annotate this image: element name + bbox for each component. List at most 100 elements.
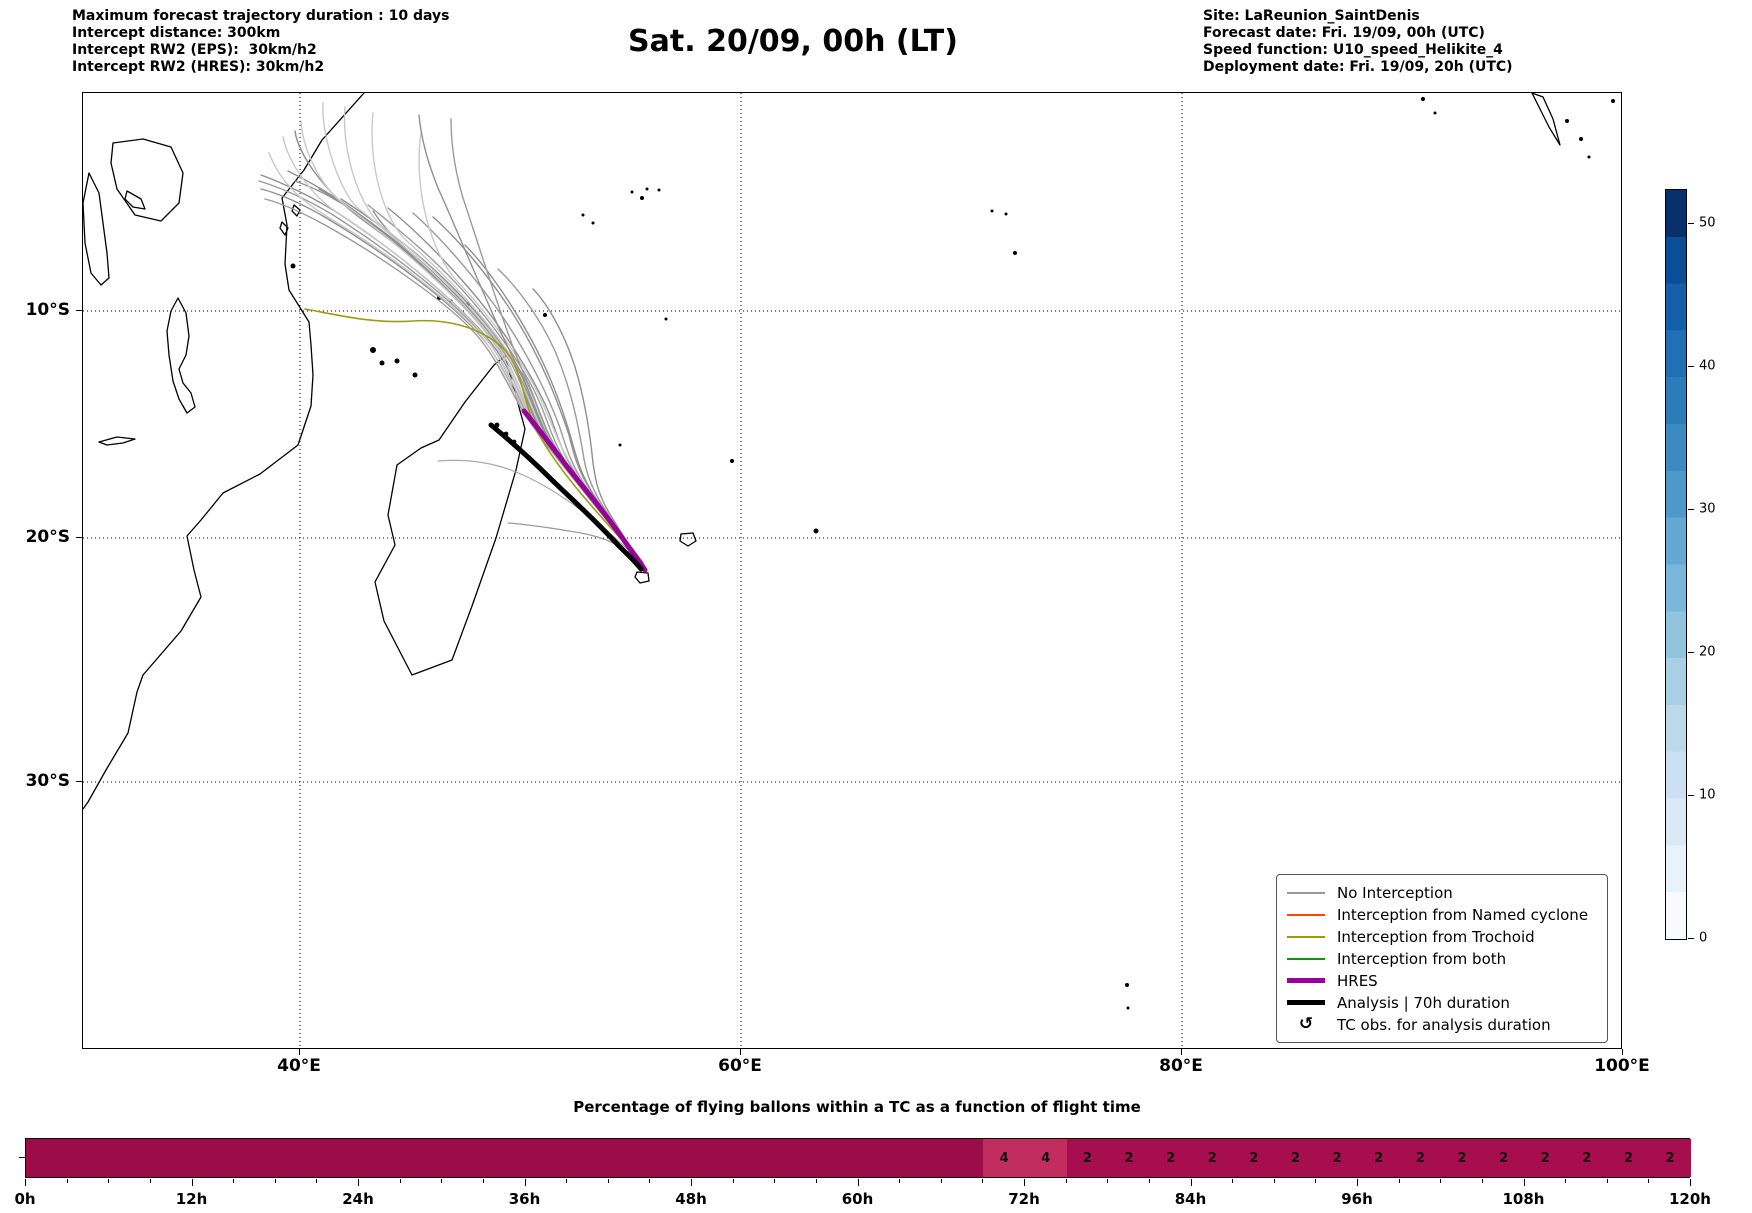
flight-time-minor-tick	[1648, 1179, 1650, 1183]
legend-label: Analysis | 70h duration	[1337, 993, 1510, 1012]
flight-time-bar: 4 4 2 2 2 2 2 2 2 2 2 2 2 2 2 2 2	[25, 1138, 1691, 1178]
flight-time-tick-label: 108h	[1502, 1190, 1545, 1208]
flight-time-major-tick	[1024, 1179, 1026, 1186]
bar-segment: 2	[1191, 1139, 1234, 1177]
ensemble-trajectory	[268, 152, 643, 564]
flight-time-minor-tick	[899, 1179, 901, 1183]
flight-time-major-tick	[1690, 1179, 1692, 1186]
latitude-tick	[76, 537, 82, 539]
longitude-tick-label: 100°E	[1594, 1056, 1650, 1076]
colorbar-tick-label: 50	[1699, 215, 1716, 231]
flight-time-minor-tick	[274, 1179, 276, 1183]
island-dot	[379, 360, 385, 366]
info-line: Deployment date: Fri. 19/09, 20h (UTC)	[1203, 59, 1513, 75]
island-dot	[630, 190, 634, 194]
bar-segment: 2	[1399, 1139, 1442, 1177]
flight-time-minor-tick	[1481, 1179, 1483, 1183]
info-line: Site: LaReunion_SaintDenis	[1203, 8, 1420, 24]
legend-label: TC obs. for analysis duration	[1337, 1015, 1551, 1034]
island-dot	[640, 196, 644, 200]
param-line: Maximum forecast trajectory duration : 1…	[72, 8, 450, 24]
legend-line-swatch	[1287, 978, 1325, 983]
flight-time-major-tick	[1357, 1179, 1359, 1186]
flight-time-minor-tick	[1148, 1179, 1150, 1183]
colorbar-tick	[1688, 652, 1694, 653]
bar-segment: 2	[1149, 1139, 1192, 1177]
legend-line-swatch	[1287, 891, 1325, 894]
bar-segment: 2	[1482, 1139, 1525, 1177]
flight-time-minor-tick	[774, 1179, 776, 1183]
flight-time-minor-tick	[233, 1179, 235, 1183]
bar-segment-value: 2	[1374, 1150, 1384, 1166]
flight-time-minor-tick	[1315, 1179, 1317, 1183]
legend-label: Interception from Named cyclone	[1337, 905, 1589, 924]
latitude-tick-label: 30°S	[25, 771, 70, 791]
hres-trajectory	[521, 408, 648, 573]
ensemble-trajectory	[258, 180, 642, 564]
flight-time-minor-tick	[66, 1179, 68, 1183]
flight-time-minor-tick	[649, 1179, 651, 1183]
flight-time-minor-tick	[1606, 1179, 1608, 1183]
ensemble-trajectory	[450, 118, 643, 564]
legend-label: No Interception	[1337, 883, 1453, 902]
bottom-chart-ytick	[19, 1157, 25, 1159]
island-dot	[290, 263, 296, 269]
island-dot	[1125, 983, 1129, 987]
flight-time-major-tick	[1523, 1179, 1525, 1186]
legend-line-swatch	[1287, 1000, 1325, 1005]
coastline	[110, 138, 184, 222]
coastline	[83, 93, 365, 810]
colorbar-tick	[1688, 509, 1694, 510]
flight-time-major-tick	[358, 1179, 360, 1186]
flight-time-minor-tick	[482, 1179, 484, 1183]
flight-time-tick-label: 72h	[1008, 1190, 1040, 1208]
legend-line-swatch	[1287, 957, 1325, 960]
bar-segment: 4	[1025, 1139, 1067, 1177]
coastline	[374, 355, 526, 676]
ensemble-trajectory	[260, 174, 643, 564]
island-dot	[990, 209, 994, 213]
flight-time-minor-tick	[940, 1179, 942, 1183]
coastline	[98, 436, 136, 446]
colorbar-tick	[1688, 366, 1694, 367]
flight-time-tick-label: 60h	[841, 1190, 874, 1208]
flight-time-minor-tick	[1565, 1179, 1567, 1183]
flight-time-minor-tick	[1232, 1179, 1234, 1183]
latitude-tick	[76, 310, 82, 312]
colorbar-tick-label: 0	[1699, 930, 1708, 946]
legend-row: Interception from Named cyclone	[1287, 904, 1597, 925]
flight-time-major-tick	[524, 1179, 526, 1186]
flight-time-minor-tick	[1107, 1179, 1109, 1183]
legend-line-swatch	[1287, 935, 1325, 938]
flight-time-tick-label: 24h	[342, 1190, 374, 1208]
bar-segment: 2	[1649, 1139, 1691, 1177]
bar-segment-value: 4	[999, 1150, 1009, 1166]
colorbar-tick-label: 40	[1699, 358, 1716, 374]
eps-colorbar	[1665, 189, 1687, 940]
flight-time-tick-label: 12h	[175, 1190, 208, 1208]
legend-line-swatch	[1287, 913, 1325, 916]
bar-segment: 2	[1233, 1139, 1275, 1177]
param-line: Intercept RW2 (EPS): 30km/h2	[72, 42, 317, 58]
longitude-tick	[740, 1049, 742, 1055]
island-dot	[1433, 111, 1437, 115]
coastline	[679, 532, 697, 547]
island-dot	[394, 358, 400, 364]
longitude-tick-label: 40°E	[277, 1056, 321, 1076]
ensemble-trajectory	[418, 132, 643, 564]
coastline	[166, 297, 196, 414]
map-legend: No Interception Interception from Named c…	[1276, 874, 1608, 1043]
island-dot	[664, 317, 668, 321]
flight-time-minor-tick	[1398, 1179, 1400, 1183]
island-dot	[1587, 155, 1591, 159]
ensemble-trajectory	[343, 106, 643, 564]
flight-time-minor-tick	[1065, 1179, 1067, 1183]
coastline	[83, 172, 110, 286]
trajectory-map	[82, 92, 1622, 1049]
trochoid-trajectory	[304, 308, 643, 564]
longitude-tick-label: 60°E	[718, 1056, 762, 1076]
island-dot	[813, 528, 819, 534]
colorbar-tick	[1688, 795, 1694, 796]
flight-time-major-tick	[857, 1179, 859, 1186]
